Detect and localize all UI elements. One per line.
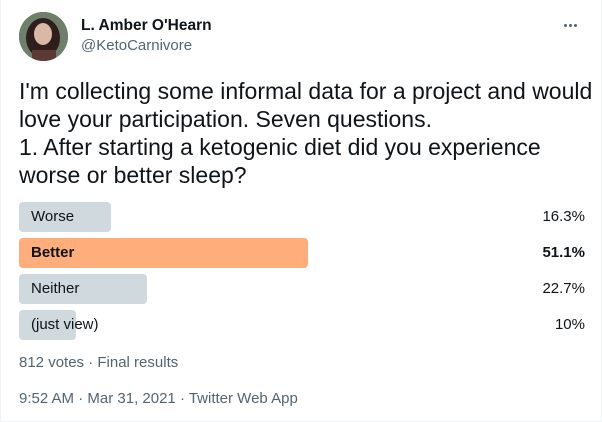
- poll-choice: Better 51.1%: [19, 238, 585, 268]
- poll-choice-percent: 51.1%: [542, 244, 585, 261]
- poll-choice: (just view) 10%: [19, 310, 585, 340]
- poll-choice-label: Worse: [31, 208, 75, 225]
- tweet-source[interactable]: Twitter Web App: [188, 390, 298, 407]
- poll-choice-bar: [19, 274, 147, 304]
- author-display-name[interactable]: L. Amber O'Hearn: [81, 17, 212, 34]
- poll-choice-label: Neither: [31, 280, 80, 297]
- poll-choice-label: Better: [31, 244, 75, 261]
- poll-meta: 812 votes · Final results: [19, 354, 179, 371]
- timestamp-separator: ·: [74, 390, 88, 407]
- poll-choice-percent: 10%: [554, 316, 585, 333]
- poll-choice-percent: 16.3%: [542, 208, 585, 225]
- poll-choice-percent: 22.7%: [542, 280, 585, 297]
- poll: Worse 16.3% Better 51.1% Neither 22.7% (…: [19, 202, 585, 346]
- more-horizontal-icon[interactable]: [559, 14, 581, 36]
- tweet-text: I'm collecting some informal data for a …: [19, 77, 593, 189]
- timestamp-separator: ·: [175, 390, 189, 407]
- avatar[interactable]: [19, 12, 68, 61]
- poll-choice-bar: [19, 310, 76, 340]
- tweet-timestamp: 9:52 AM · Mar 31, 2021 · Twitter Web App: [19, 390, 298, 407]
- tweet-date[interactable]: Mar 31, 2021: [87, 390, 176, 407]
- poll-choice-bar: [19, 238, 308, 268]
- poll-choice-bar: [19, 202, 111, 232]
- tweet-time[interactable]: 9:52 AM: [19, 390, 75, 407]
- poll-choice: Worse 16.3%: [19, 202, 585, 232]
- tweet-text-line: worse or better sleep?: [19, 162, 247, 188]
- author-handle[interactable]: @KetoCarnivore: [81, 37, 193, 54]
- poll-choice-label: (just view): [31, 316, 99, 333]
- tweet-header: L. Amber O'Hearn @KetoCarnivore: [19, 12, 585, 62]
- tweet-text-line: love your participation. Seven questions…: [19, 106, 432, 132]
- author-names: L. Amber O'Hearn @KetoCarnivore: [81, 16, 212, 56]
- poll-choice: Neither 22.7%: [19, 274, 585, 304]
- tweet-text-line: I'm collecting some informal data for a …: [19, 78, 593, 104]
- tweet-text-line: 1. After starting a ketogenic diet did y…: [19, 134, 541, 160]
